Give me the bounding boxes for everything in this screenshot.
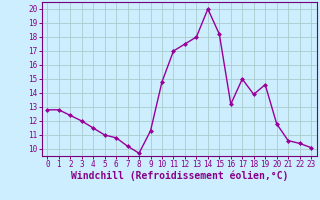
X-axis label: Windchill (Refroidissement éolien,°C): Windchill (Refroidissement éolien,°C) — [70, 171, 288, 181]
